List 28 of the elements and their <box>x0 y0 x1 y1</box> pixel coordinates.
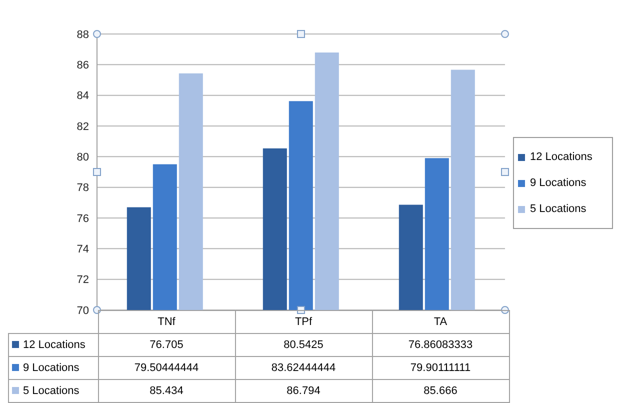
data-label: 76.86083333 <box>372 334 509 356</box>
y-tick-label: 82 <box>76 120 89 133</box>
y-tick-label: 88 <box>76 28 89 41</box>
data-label: 76.705 <box>98 334 235 356</box>
text: 5 Locations <box>23 385 80 397</box>
data-label: 85.666 <box>372 380 509 402</box>
x-tick-label: TA <box>372 310 509 334</box>
x-tick-label: TPf <box>235 310 372 334</box>
y-tick-label: 70 <box>76 304 89 317</box>
legend-label: 9 Locations <box>530 177 586 189</box>
data-label: 86.794 <box>235 380 372 402</box>
y-tick-label: 74 <box>76 244 89 256</box>
y-tick-label: 84 <box>76 90 89 102</box>
data-label: 80.5425 <box>235 334 372 356</box>
y-tick-label: 76 <box>76 212 89 225</box>
y-tick-label: 80 <box>76 152 89 164</box>
data-label: 83.62444444 <box>235 356 372 380</box>
text: 9 Locations <box>23 362 80 374</box>
text: 12 Locations <box>530 151 592 163</box>
x-tick-label: TNf <box>98 310 235 334</box>
data-label: 79.50444444 <box>98 356 235 380</box>
y-tick-label: 86 <box>76 60 89 72</box>
legend-label: 5 Locations <box>530 203 586 215</box>
y-tick-label: 72 <box>76 274 89 286</box>
data-label: 79.90111111 <box>372 356 509 380</box>
y-tick-label: 78 <box>76 182 89 194</box>
data-label: 85.434 <box>98 380 235 402</box>
legend-label: 12 Locations <box>8 334 98 356</box>
